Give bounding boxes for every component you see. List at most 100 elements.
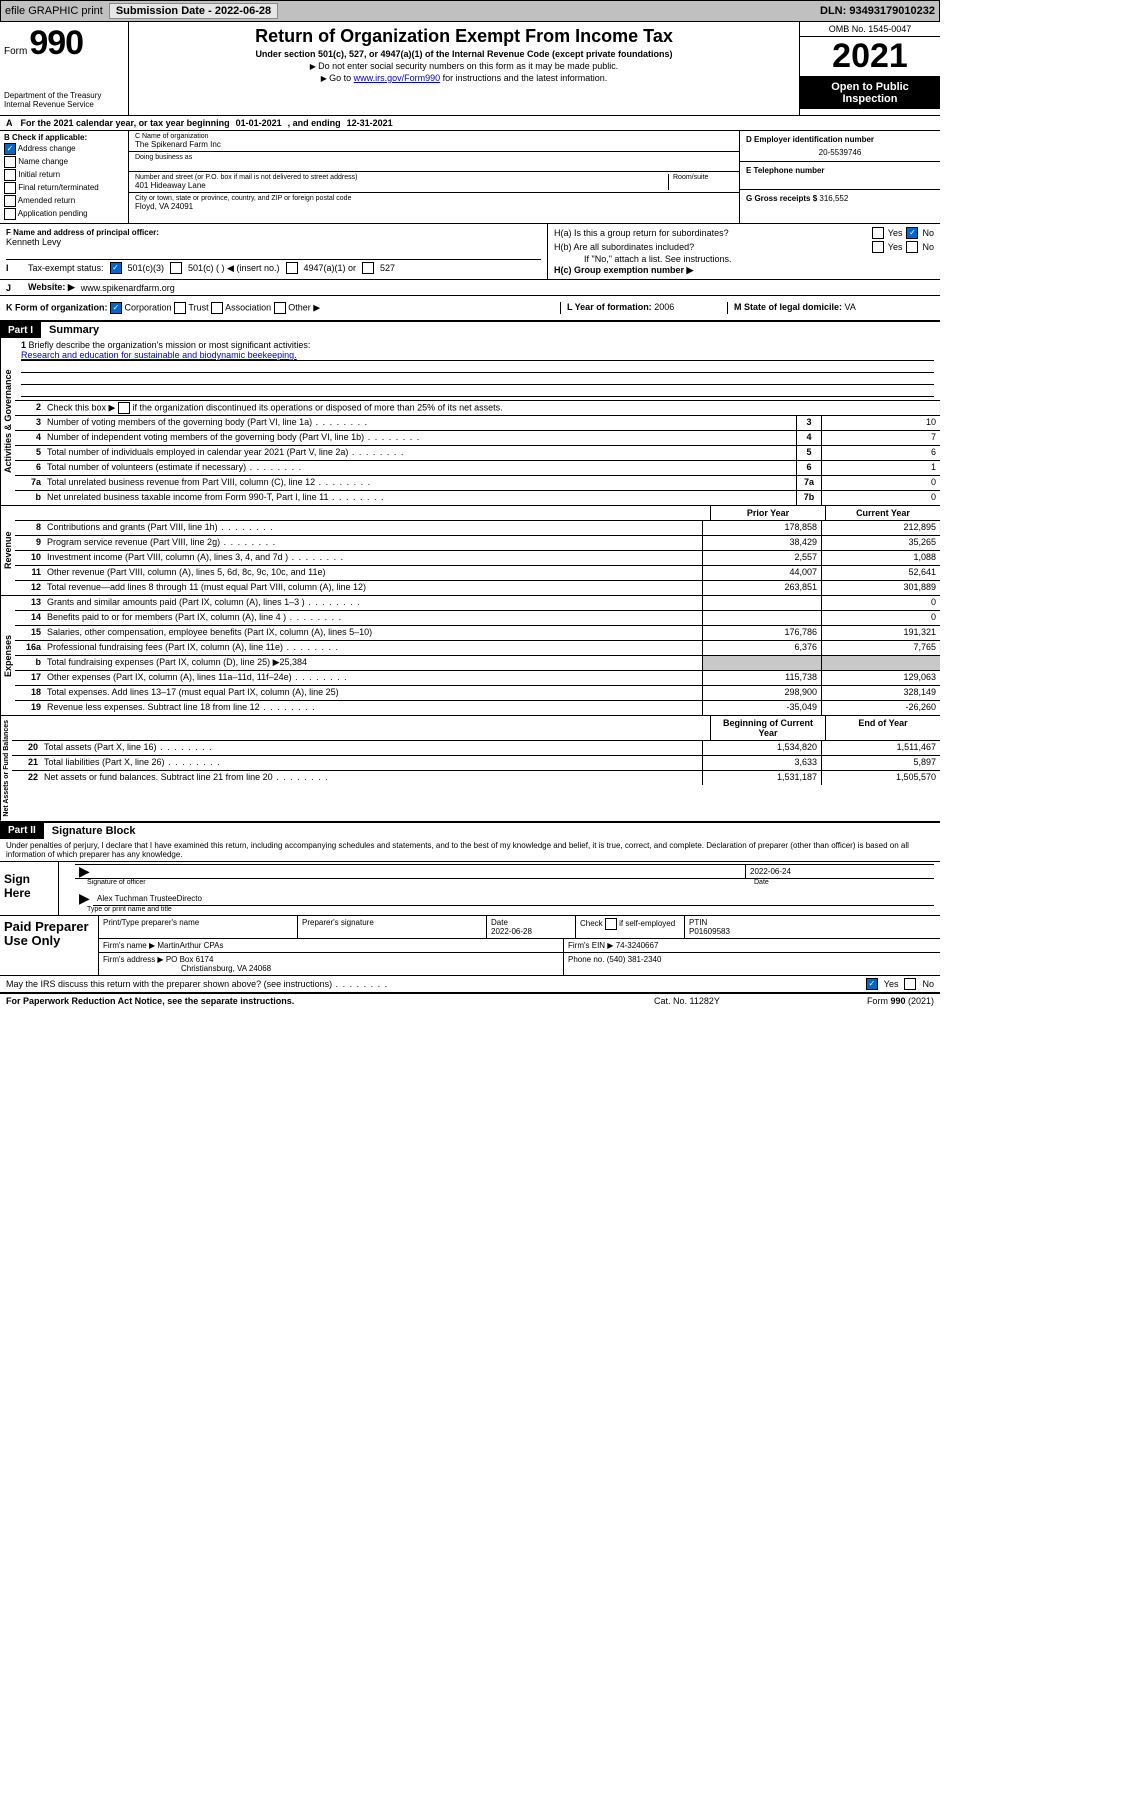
check-final-return[interactable] — [4, 182, 16, 194]
l13p — [702, 596, 821, 610]
opt-assoc: Association — [225, 302, 271, 312]
dept-treasury: Department of the Treasury — [4, 91, 124, 100]
check-discuss-yes[interactable] — [866, 978, 878, 990]
l15c: 191,321 — [821, 626, 940, 640]
prep-h5: PTINP01609583 — [685, 916, 940, 938]
box-f: F Name and address of principal officer:… — [0, 224, 548, 279]
check-self-employed[interactable] — [605, 918, 617, 930]
hb-yes: Yes — [888, 242, 903, 252]
period-text-b: , and ending — [288, 118, 341, 128]
check-ha-no[interactable] — [906, 227, 918, 239]
firm-addr1: PO Box 6174 — [166, 955, 214, 964]
sign-here-label: Sign Here — [0, 862, 59, 915]
check-line2[interactable] — [118, 402, 130, 414]
l10d: Investment income (Part VIII, column (A)… — [43, 551, 702, 565]
gross-receipts: 316,552 — [819, 194, 848, 203]
check-initial-return[interactable] — [4, 169, 16, 181]
opt-501c3: 501(c)(3) — [128, 263, 165, 273]
check-trust[interactable] — [174, 302, 186, 314]
opt-501c: 501(c) ( ) ◀ (insert no.) — [188, 263, 279, 274]
note-ssn: Do not enter social security numbers on … — [137, 61, 791, 71]
tax-status-label: Tax-exempt status: — [28, 263, 104, 273]
opt-other: Other ▶ — [288, 302, 320, 312]
check-hb-yes[interactable] — [872, 241, 884, 253]
check-app-pending[interactable] — [4, 208, 16, 220]
gross-receipts-label: G Gross receipts $ — [746, 194, 817, 203]
sig-declaration: Under penalties of perjury, I declare th… — [0, 839, 940, 862]
line6-desc: Total number of volunteers (estimate if … — [43, 461, 796, 475]
l20c: 1,511,467 — [821, 741, 940, 755]
l19c: -26,260 — [821, 701, 940, 715]
sig-officer — [93, 865, 745, 878]
org-city: Floyd, VA 24091 — [135, 202, 733, 211]
check-527[interactable] — [362, 262, 374, 274]
ha-label: H(a) Is this a group return for subordin… — [554, 228, 868, 238]
check-discuss-no[interactable] — [904, 978, 916, 990]
check-hb-no[interactable] — [906, 241, 918, 253]
firm-ein-lbl: Firm's EIN ▶ — [568, 941, 613, 950]
vert-governance: Activities & Governance — [0, 338, 15, 505]
org-name-label: C Name of organization — [135, 133, 733, 140]
submission-date-button[interactable]: Submission Date - 2022-06-28 — [109, 3, 278, 19]
sig-arrow2: ▶ — [75, 892, 93, 906]
website-value: www.spikenardfarm.org — [81, 283, 175, 293]
row-j: J Website: ▶ www.spikenardfarm.org — [0, 280, 940, 296]
l16bd: Total fundraising expenses (Part IX, col… — [43, 656, 702, 670]
firm-addr-lbl: Firm's address ▶ — [103, 955, 164, 964]
check-amended[interactable] — [4, 195, 16, 207]
top-bar: efile GRAPHIC print Submission Date - 20… — [0, 0, 940, 22]
check-501c3[interactable] — [110, 262, 122, 274]
l12c: 301,889 — [821, 581, 940, 595]
row-k: K Form of organization: Corporation Trus… — [0, 296, 940, 322]
section-expenses: Expenses 13Grants and similar amounts pa… — [0, 596, 940, 716]
addr-label: Number and street (or P.O. box if mail i… — [135, 174, 668, 181]
year-formation: 2006 — [654, 302, 674, 312]
box-right: D Employer identification number 20-5539… — [739, 131, 940, 223]
tax-year: 2021 — [800, 37, 940, 77]
box-b-header: B Check if applicable: — [4, 133, 124, 142]
opt-address-change: Address change — [18, 144, 76, 153]
l18c: 328,149 — [821, 686, 940, 700]
header-right: OMB No. 1545-0047 2021 Open to Public In… — [799, 22, 940, 115]
form-number: 990 — [29, 24, 83, 63]
line7b-val: 0 — [821, 491, 940, 505]
check-other[interactable] — [274, 302, 286, 314]
check-name-change[interactable] — [4, 156, 16, 168]
preparer-block: Paid Preparer Use Only Print/Type prepar… — [0, 916, 940, 976]
l22d: Net assets or fund balances. Subtract li… — [40, 771, 702, 785]
discuss-yes: Yes — [884, 979, 899, 989]
ein-label: D Employer identification number — [746, 135, 934, 144]
line6-val: 1 — [821, 461, 940, 475]
prep-date: 2022-06-28 — [491, 927, 532, 936]
opt-4947: 4947(a)(1) or — [304, 263, 357, 273]
state-domicile: VA — [845, 302, 856, 312]
vert-netassets: Net Assets or Fund Balances — [0, 716, 12, 821]
l18d: Total expenses. Add lines 13–17 (must eq… — [43, 686, 702, 700]
irs-label: Internal Revenue Service — [4, 100, 124, 109]
check-address-change[interactable] — [4, 143, 16, 155]
form990-link[interactable]: www.irs.gov/Form990 — [354, 73, 441, 83]
firm-name: MartinArthur CPAs — [157, 941, 223, 950]
check-501c[interactable] — [170, 262, 182, 274]
footer-right: Form 990 (2021) — [794, 996, 934, 1006]
opt-initial-return: Initial return — [18, 170, 60, 179]
l2-pre: Check this box ▶ — [47, 402, 118, 412]
room-label: Room/suite — [673, 174, 733, 181]
l14c: 0 — [821, 611, 940, 625]
prep-h1: Print/Type preparer's name — [99, 916, 298, 938]
prep-h2: Preparer's signature — [298, 916, 487, 938]
line4-val: 7 — [821, 431, 940, 445]
note-goto: Go to www.irs.gov/Form990 for instructio… — [137, 73, 791, 83]
check-4947[interactable] — [286, 262, 298, 274]
check-corp[interactable] — [110, 302, 122, 314]
check-ha-yes[interactable] — [872, 227, 884, 239]
form-word: Form — [4, 46, 27, 57]
hb-no: No — [922, 242, 934, 252]
phone-label: E Telephone number — [746, 166, 934, 175]
part1-title: Summary — [41, 322, 940, 338]
ha-yes: Yes — [888, 228, 903, 238]
check-assoc[interactable] — [211, 302, 223, 314]
discuss-row: May the IRS discuss this return with the… — [0, 976, 940, 993]
preparer-label: Paid Preparer Use Only — [0, 916, 99, 975]
state-domicile-label: M State of legal domicile: — [734, 302, 842, 312]
